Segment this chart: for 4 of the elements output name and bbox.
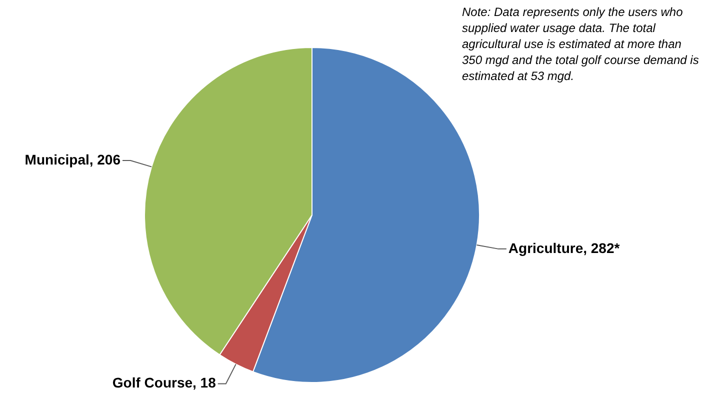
slice-label: Agriculture, 282* xyxy=(508,240,620,256)
slice-label: Municipal, 206 xyxy=(24,151,121,168)
text: Note: Data represents only the users who supplied water usage data. The total agricultural use is estimated at more than 350 mgd and the total golf course demand is estimated at 53 mgd. xyxy=(462,4,700,84)
slice-label: Golf Course, 18 xyxy=(112,374,216,391)
